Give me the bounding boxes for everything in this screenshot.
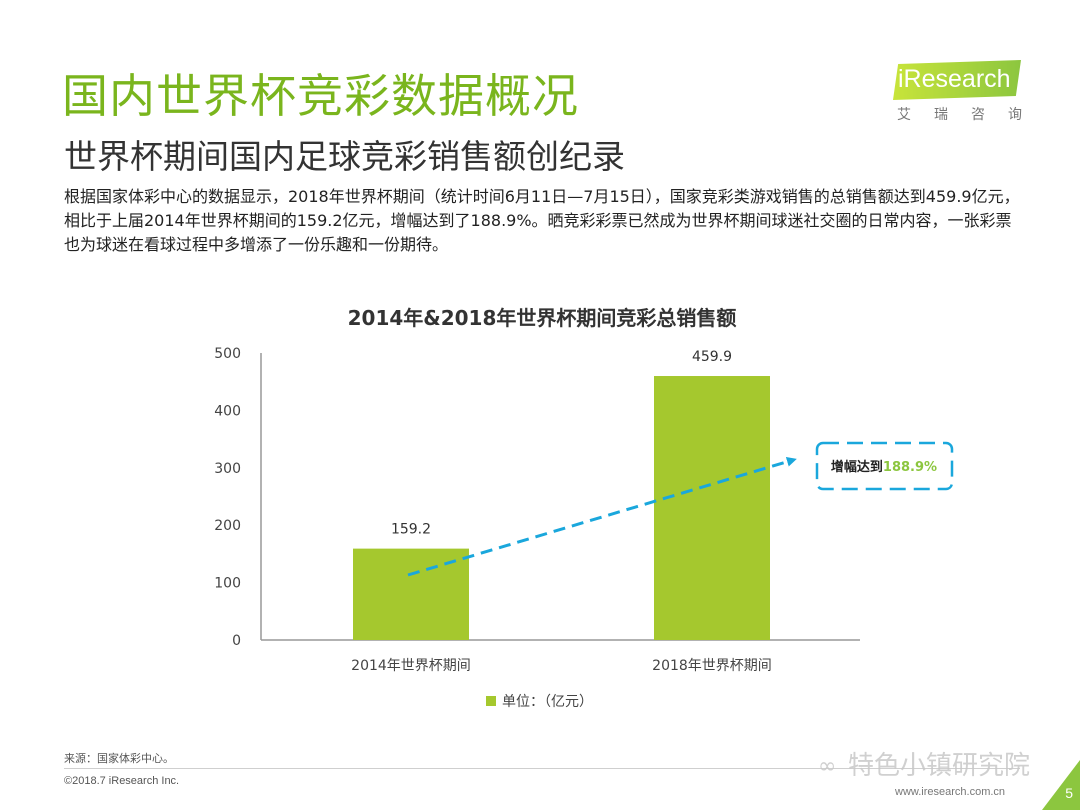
x-category-label: 2018年世界杯期间: [652, 658, 772, 674]
growth-arrow: [407, 456, 797, 577]
page-number-tab: 5: [1042, 760, 1080, 810]
slide-subtitle: 世界杯期间国内足球竞彩销售额创纪录: [64, 137, 625, 176]
logo-cn-text: 艾瑞咨询: [897, 107, 1045, 123]
logo-mark: [893, 60, 1021, 100]
bar-value-label: 459.9: [692, 349, 732, 365]
website: www.iresearch.com.cn: [895, 786, 1006, 798]
watermark-text: 特色小镇研究院: [848, 751, 1031, 781]
y-tick-label: 0: [232, 633, 241, 649]
page-number: 5: [1065, 785, 1073, 801]
body-paragraph: 根据国家体彩中心的数据显示，2018年世界杯期间（统计时间6月11日—7月15日…: [64, 187, 1020, 254]
watermark: ∞ 特色小镇研究院: [818, 745, 1030, 782]
y-tick-label: 200: [214, 518, 241, 534]
legend-label: 单位：（亿元）: [502, 694, 593, 710]
footer-divider: [64, 768, 1020, 769]
logo-text: iResearch: [898, 65, 1011, 93]
copyright: ©2018.7 iResearch Inc.: [64, 775, 180, 787]
growth-callout-box: [815, 441, 954, 491]
bar-series: 159.2 2014年世界杯期间 459.9 2018年世界杯期间: [351, 349, 772, 674]
growth-callout: 增幅达到188.9%: [831, 459, 937, 475]
iresearch-logo: iResearch 艾瑞咨询: [893, 60, 1028, 124]
y-tick-label: 300: [214, 461, 241, 477]
legend-swatch: [486, 696, 496, 706]
source-note: 来源：国家体彩中心。: [64, 752, 174, 765]
slide-title: 国内世界杯竞彩数据概况: [62, 69, 579, 123]
x-category-label: 2014年世界杯期间: [351, 658, 471, 674]
bar: [654, 376, 770, 640]
wechat-icon: ∞: [818, 754, 837, 779]
growth-callout-prefix: 增幅达到: [831, 459, 883, 475]
y-tick-label: 100: [214, 576, 241, 592]
growth-callout-value: 188.9%: [883, 460, 937, 475]
y-axis-ticks: 0 100 200 300 400 500: [214, 346, 241, 649]
y-tick-label: 400: [214, 403, 241, 419]
bar-chart: 2014年&2018年世界杯期间竞彩总销售额 0100200300400500 …: [214, 306, 954, 710]
y-tick-label: 500: [214, 346, 241, 362]
chart-title: 2014年&2018年世界杯期间竞彩总销售额: [348, 306, 737, 330]
bar-value-label: 159.2: [391, 522, 431, 538]
